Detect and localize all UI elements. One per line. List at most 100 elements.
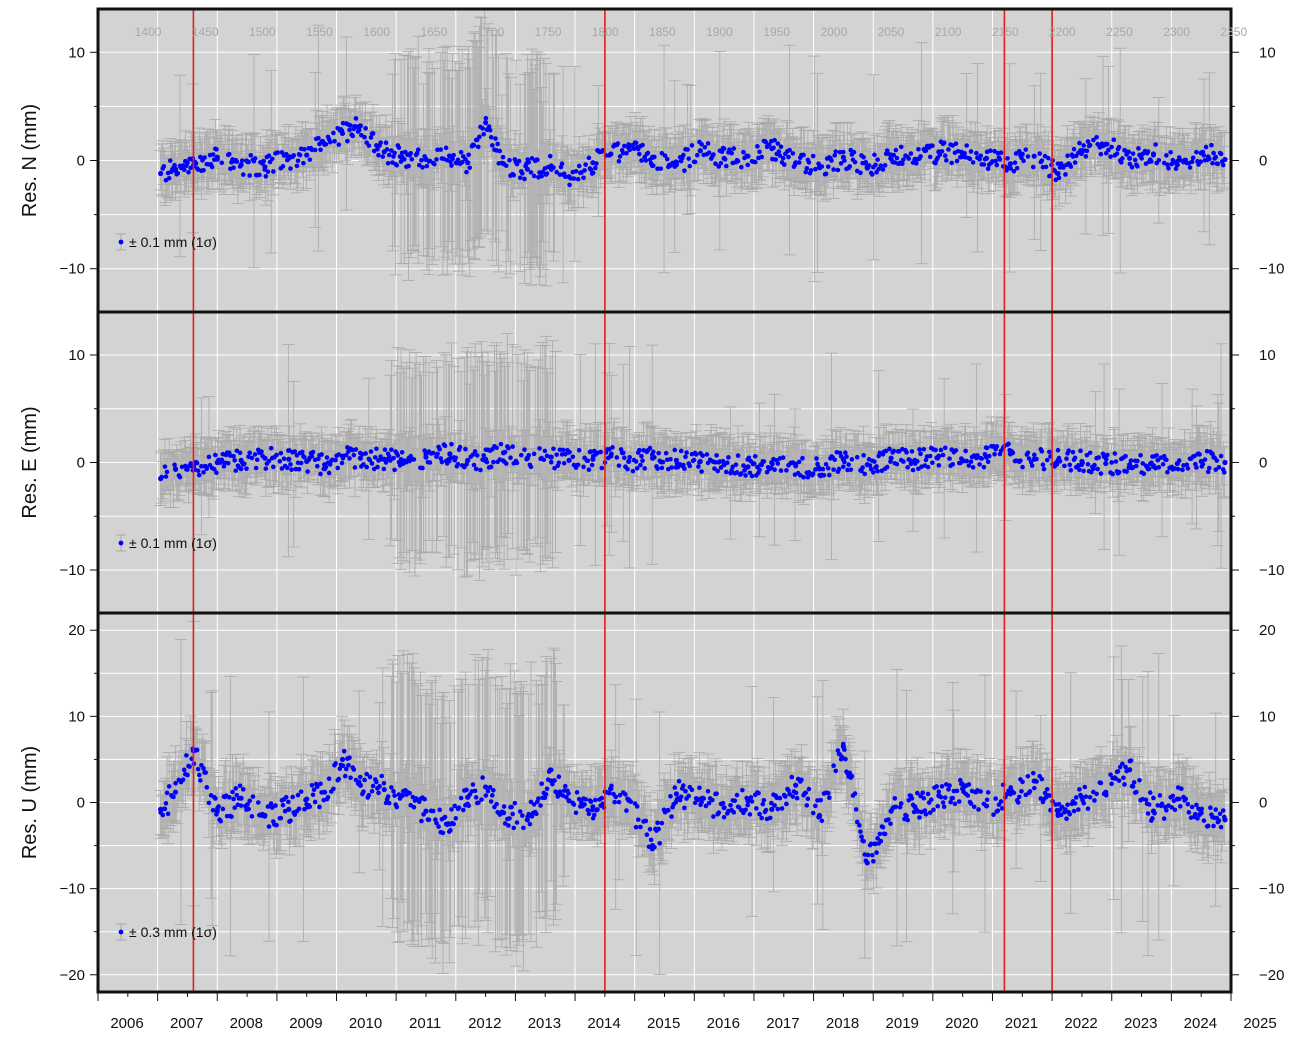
data-point xyxy=(933,160,938,166)
data-point xyxy=(658,166,664,171)
data-point xyxy=(265,169,271,175)
data-point xyxy=(483,120,489,126)
data-point xyxy=(234,159,240,164)
data-point xyxy=(777,153,783,158)
data-point xyxy=(375,146,380,152)
data-point xyxy=(357,123,363,129)
data-point xyxy=(535,157,540,163)
data-point xyxy=(970,160,976,165)
data-point xyxy=(1063,172,1068,177)
data-point xyxy=(214,147,219,152)
data-point xyxy=(480,126,485,131)
data-point xyxy=(900,161,905,166)
data-point xyxy=(522,176,527,182)
data-point xyxy=(687,163,693,169)
data-point xyxy=(432,161,437,167)
data-point xyxy=(380,154,386,159)
y-tick-label-right: −10 xyxy=(1259,261,1284,278)
data-point xyxy=(582,168,587,173)
data-point xyxy=(923,148,929,153)
data-point xyxy=(459,159,465,165)
data-point xyxy=(266,153,272,159)
data-point xyxy=(350,133,356,139)
data-point xyxy=(804,166,810,171)
data-point xyxy=(1014,165,1020,171)
data-point xyxy=(702,144,708,150)
data-point xyxy=(893,147,899,153)
data-point xyxy=(801,152,806,158)
data-point xyxy=(1215,161,1221,167)
y-tick-label-left: 0 xyxy=(77,153,85,170)
data-point xyxy=(882,163,888,168)
data-point xyxy=(562,174,568,180)
data-point xyxy=(786,154,791,160)
data-point xyxy=(773,157,778,162)
data-point xyxy=(716,164,722,169)
data-point xyxy=(858,170,863,176)
data-point xyxy=(1165,162,1170,167)
data-point xyxy=(571,176,577,181)
data-point xyxy=(1079,148,1085,154)
data-point xyxy=(810,153,816,159)
data-point xyxy=(593,165,598,171)
data-point xyxy=(172,162,177,168)
data-point xyxy=(1187,165,1193,170)
data-point xyxy=(655,166,660,171)
data-point xyxy=(1017,148,1022,154)
data-point xyxy=(912,156,918,163)
data-point xyxy=(161,164,167,169)
data-point xyxy=(861,155,866,160)
data-point xyxy=(559,161,565,167)
data-point xyxy=(1173,166,1179,171)
data-point xyxy=(622,143,627,149)
data-point xyxy=(449,163,454,168)
data-point xyxy=(517,175,523,181)
data-point xyxy=(1012,160,1018,165)
data-point xyxy=(201,167,206,173)
data-point xyxy=(219,160,225,166)
data-point xyxy=(790,151,796,156)
data-point xyxy=(511,172,517,178)
data-point xyxy=(528,170,534,175)
data-point xyxy=(210,152,216,157)
data-point xyxy=(894,155,900,161)
data-point xyxy=(729,150,734,156)
data-point xyxy=(1156,158,1162,163)
data-point xyxy=(531,173,537,179)
data-point xyxy=(166,175,172,181)
data-point xyxy=(825,164,831,169)
data-point xyxy=(415,147,421,153)
data-point xyxy=(526,159,532,165)
data-point xyxy=(617,154,623,159)
data-point xyxy=(1127,155,1133,161)
data-point xyxy=(467,165,473,171)
data-point xyxy=(769,145,775,152)
data-point xyxy=(1085,139,1091,144)
data-point xyxy=(1103,141,1109,147)
data-point xyxy=(332,138,337,144)
data-point xyxy=(608,151,614,157)
data-point xyxy=(964,143,970,148)
data-point xyxy=(796,160,802,165)
data-point xyxy=(227,151,232,157)
data-point xyxy=(1213,154,1219,160)
data-point xyxy=(1077,140,1082,146)
data-point xyxy=(1020,151,1025,157)
data-point xyxy=(391,154,396,159)
data-point xyxy=(493,136,498,141)
data-point xyxy=(238,162,244,168)
data-point xyxy=(575,176,581,182)
data-point xyxy=(269,156,275,162)
data-point xyxy=(633,140,639,146)
data-point xyxy=(692,159,698,165)
data-point xyxy=(662,153,668,158)
data-point xyxy=(547,153,553,159)
data-point xyxy=(1008,166,1014,171)
data-point xyxy=(383,140,389,145)
data-point xyxy=(721,146,727,151)
data-point xyxy=(689,143,695,148)
data-point xyxy=(806,160,812,165)
data-point xyxy=(1129,164,1135,170)
data-point xyxy=(1132,157,1138,163)
data-point xyxy=(833,149,839,154)
